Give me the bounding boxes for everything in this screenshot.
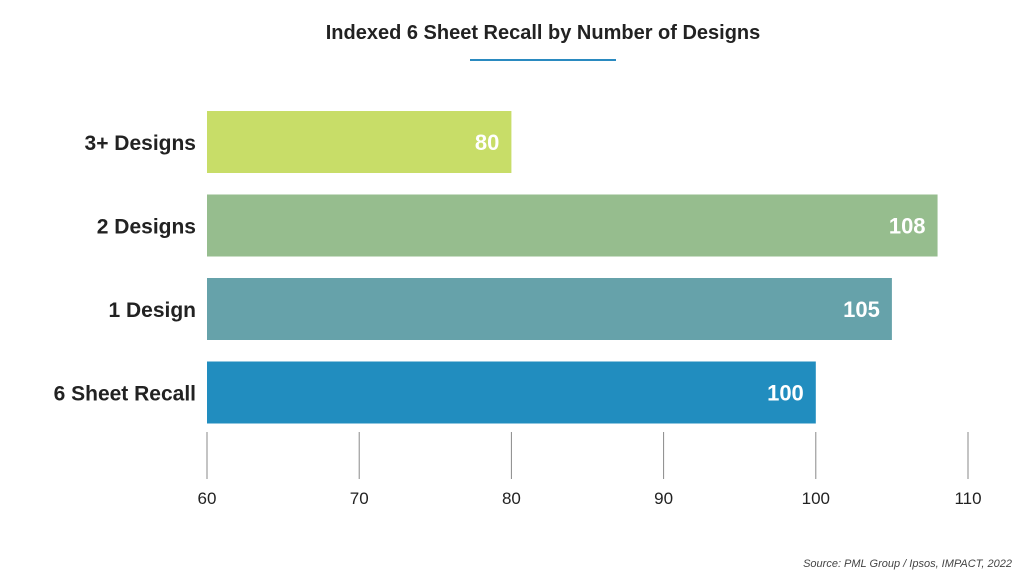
tick-label: 100 [802,489,830,508]
bar [207,278,892,340]
title-underline [470,59,616,61]
category-label: 3+ Designs [85,132,196,155]
tick-label: 110 [954,489,981,508]
tick-label: 90 [654,489,673,508]
bar [207,194,938,257]
category-label: 1 Design [108,299,196,322]
chart-title: Indexed 6 Sheet Recall by Number of Desi… [325,22,761,44]
tick-label: 80 [502,489,521,508]
data-label: 105 [843,297,880,322]
bar [207,361,816,424]
tick-label: 60 [198,489,217,508]
data-label: 80 [475,130,499,155]
data-label: 108 [889,214,926,239]
bar [207,111,512,173]
category-label: 2 Designs [97,216,196,239]
tick-label: 70 [350,489,369,508]
category-label: 6 Sheet Recall [54,383,196,406]
data-label: 100 [767,381,804,406]
source-note: Source: PML Group / Ipsos, IMPACT, 2022 [803,558,1012,570]
